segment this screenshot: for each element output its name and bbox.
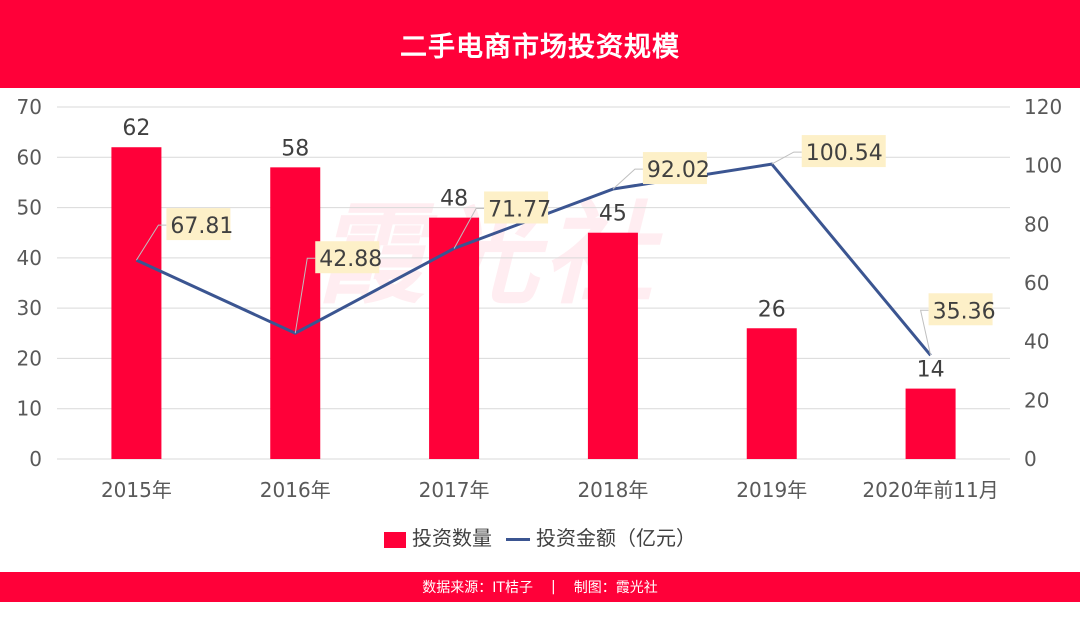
bar-label: 45 — [599, 202, 627, 227]
bar — [270, 167, 321, 460]
leader-line — [612, 168, 643, 190]
bar-label: 58 — [281, 136, 309, 161]
y-left-tick: 50 — [17, 196, 42, 220]
leader-line — [453, 207, 485, 249]
line-label: 35.36 — [933, 299, 996, 324]
leader-line — [294, 257, 316, 334]
bar — [429, 217, 480, 459]
leader-line — [919, 309, 932, 356]
bar — [111, 147, 162, 459]
line-label: 42.88 — [319, 247, 382, 272]
y-left-tick: 30 — [17, 296, 42, 320]
y-right-tick: 0 — [1024, 447, 1037, 471]
bar-swatch — [384, 531, 406, 548]
bar-label: 48 — [440, 187, 468, 212]
separator: | — [550, 579, 556, 595]
legend-item-line: 投资金额（亿元） — [506, 522, 696, 551]
line-swatch — [506, 538, 530, 541]
bar-label: 14 — [917, 358, 945, 383]
line-label: 71.77 — [488, 197, 551, 222]
x-tick: 2020年前11月 — [862, 478, 998, 502]
x-tick: 2015年 — [101, 478, 172, 502]
y-left-tick: 60 — [17, 145, 42, 169]
y-right-tick: 40 — [1024, 330, 1049, 354]
x-tick: 2016年 — [260, 478, 331, 502]
bar-label: 26 — [758, 297, 786, 322]
y-left-tick: 20 — [17, 346, 42, 370]
y-right-tick: 120 — [1024, 95, 1062, 119]
maker-text: 制图：霞光社 — [573, 580, 658, 596]
bar — [746, 328, 797, 459]
line-label-bg — [928, 293, 993, 326]
bar — [587, 232, 638, 459]
x-tick: 2017年 — [419, 478, 490, 502]
line-label-bg — [801, 135, 886, 168]
x-tick: 2018年 — [577, 478, 648, 502]
legend-item-bar: 投资数量 — [384, 522, 492, 551]
y-right-tick: 100 — [1024, 154, 1062, 178]
y-left-tick: 10 — [17, 397, 42, 421]
bar — [905, 388, 956, 459]
bar-label: 62 — [122, 116, 150, 141]
line-label-bg — [484, 191, 549, 224]
leader-line — [135, 224, 167, 261]
x-tick: 2019年 — [736, 478, 807, 502]
leader-line — [771, 151, 802, 165]
y-right-tick: 80 — [1024, 212, 1049, 236]
y-right-tick: 20 — [1024, 388, 1049, 412]
legend: 投资数量 投资金额（亿元） — [0, 522, 1080, 551]
line-label-bg — [315, 241, 380, 274]
footer: 数据来源：IT桔子 | 制图：霞光社 — [0, 572, 1080, 602]
line-label: 67.81 — [170, 214, 233, 239]
legend-label: 投资金额（亿元） — [536, 526, 696, 550]
line-label-bg — [166, 208, 231, 241]
source-text: 数据来源：IT桔子 — [422, 580, 533, 596]
y-left-tick: 40 — [17, 246, 42, 270]
y-left-tick: 70 — [17, 95, 42, 119]
legend-label: 投资数量 — [412, 526, 492, 550]
y-left-tick: 0 — [29, 447, 42, 471]
line-label: 100.54 — [806, 141, 883, 166]
y-right-tick: 60 — [1024, 271, 1049, 295]
chart-title: 二手电商市场投资规模 — [0, 0, 1080, 88]
line-label-bg — [642, 152, 707, 185]
line-label: 92.02 — [647, 158, 710, 183]
